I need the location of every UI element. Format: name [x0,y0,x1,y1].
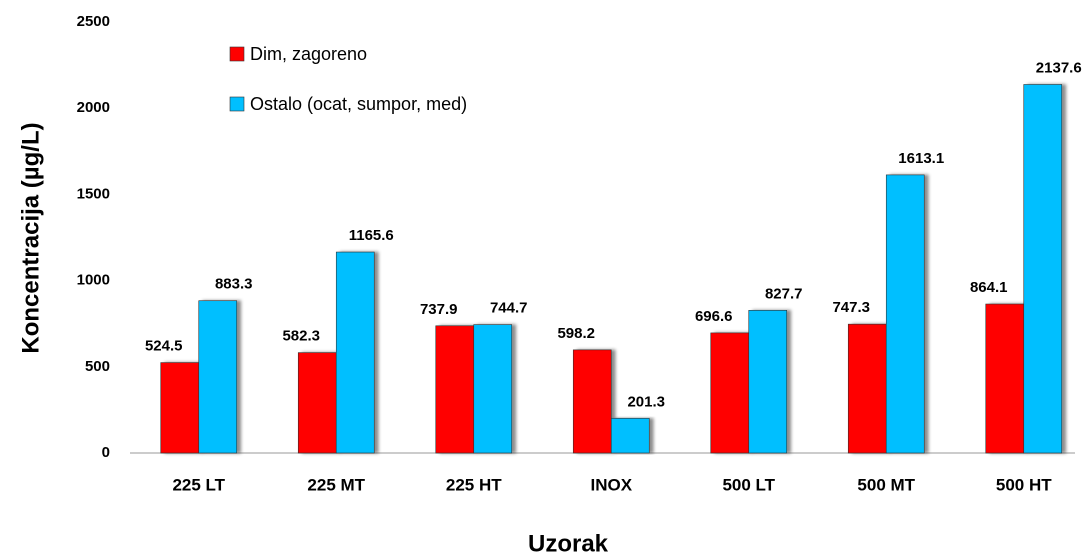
bar [610,417,650,454]
y-tick-label: 2500 [77,13,110,30]
y-tick-label: 500 [85,358,110,375]
bar [297,352,337,454]
x-tick-label: 500 MT [857,475,915,494]
bar [985,303,1025,454]
y-tick-label: 1500 [77,185,110,202]
legend-label: Ostalo (ocat, sumpor, med) [250,94,467,114]
bar [710,332,750,454]
value-label: 1165.6 [349,227,394,244]
value-label: 201.3 [627,393,665,410]
x-tick-label: 225 LT [172,475,225,494]
value-label: 1613.1 [898,150,944,167]
bar [160,362,200,454]
value-label: 747.3 [832,299,870,316]
value-label: 744.7 [490,300,528,317]
x-tick-label: 225 MT [307,475,365,494]
value-label: 864.1 [970,279,1008,296]
x-tick-label: 500 HT [996,475,1052,494]
y-tick-label: 0 [102,444,110,461]
bar [198,300,238,454]
y-tick-label: 2000 [77,99,110,116]
legend-label: Dim, zagoreno [250,44,367,64]
value-label: 883.3 [215,276,253,293]
value-label: 696.6 [695,308,733,325]
bar [473,324,513,454]
bar [748,310,788,454]
bar [1023,84,1063,454]
legend-swatch [229,46,245,62]
value-label: 582.3 [282,328,320,345]
bar [335,251,375,454]
x-axis-label: Uzorak [528,530,609,557]
bar [847,323,887,454]
y-tick-label: 1000 [77,272,110,289]
x-tick-label: INOX [590,475,632,494]
y-axis-label: Koncentracija (µg/L) [17,122,44,353]
legend-swatch [229,96,245,112]
value-label: 524.5 [145,338,183,355]
value-label: 598.2 [557,325,595,342]
bar [572,349,612,454]
value-label: 827.7 [765,285,803,302]
bar [435,325,475,454]
value-label: 2137.6 [1036,59,1082,76]
x-tick-label: 225 HT [446,475,502,494]
bar [885,174,925,454]
x-tick-label: 500 LT [722,475,775,494]
value-label: 737.9 [420,301,458,318]
